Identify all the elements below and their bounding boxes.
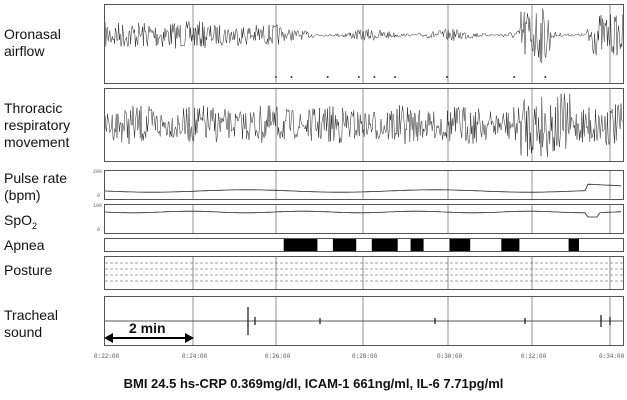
apnea-event-bar (332, 239, 357, 251)
time-tick-label: 0:24:00 (182, 353, 208, 360)
apnea-event-bar (501, 239, 520, 251)
time-tick-label: 0:34:00 (599, 353, 625, 360)
spo2-waveform (105, 210, 622, 218)
spo2-trace (105, 205, 622, 233)
airflow-event-marker (373, 76, 376, 78)
airflow-trace (105, 5, 623, 83)
caption: BMI 24.5 hs-CRP 0.369mg/dl, ICAM-1 661ng… (123, 376, 504, 391)
thoracic-panel (104, 88, 624, 162)
airflow-event-marker (513, 76, 516, 78)
airflow-event-marker (445, 76, 448, 78)
pulse-rate-label: Pulse rate (bpm) (4, 170, 67, 204)
tracheal-label: Tracheal sound (4, 307, 58, 341)
spo2-axis-bottom: 0 (97, 227, 101, 233)
tracheal-label-line1: Tracheal (4, 307, 58, 323)
tracheal-label-line2: sound (4, 324, 43, 340)
pulse-label-line2: (bpm) (4, 187, 41, 203)
pulse-axis-bottom: 0 (97, 193, 101, 199)
thoracic-label: Throracic respiratory movement (4, 100, 70, 151)
pulse-label-line1: Pulse rate (4, 170, 68, 186)
airflow-waveform (105, 8, 623, 64)
thoracic-label-line3: movement (4, 134, 70, 150)
scale-arrow-label: 2 min (129, 320, 166, 336)
apnea-event-bar (410, 239, 424, 251)
posture-trace (105, 257, 623, 289)
time-tick-label: 0:30:00 (437, 353, 463, 360)
pulse-axis-top: 200 (93, 169, 103, 175)
apnea-label: Apnea (4, 237, 45, 253)
pulse-panel (104, 170, 624, 200)
apnea-event-bar (283, 239, 318, 251)
airflow-panel (104, 4, 624, 84)
spo2-axis-top: 100 (93, 203, 103, 209)
pulse-trace (105, 171, 622, 199)
airflow-event-marker (290, 76, 293, 78)
spo2-panel (104, 204, 624, 234)
thoracic-waveform (105, 93, 623, 157)
pulse-waveform (105, 183, 622, 193)
apnea-events (283, 239, 579, 251)
airflow-label: Oronasal airflow (4, 26, 61, 60)
time-tick-label: 0:28:00 (352, 353, 378, 360)
airflow-event-marker (357, 76, 360, 78)
apnea-event-bar (568, 239, 579, 251)
airflow-event-marker (274, 76, 277, 78)
spo2-label-sub: 2 (32, 220, 38, 231)
airflow-event-marker (394, 76, 397, 78)
tracheal-panel (104, 296, 624, 346)
apnea-panel (104, 238, 624, 252)
airflow-event-marker (326, 76, 329, 78)
posture-label: Posture (4, 262, 53, 278)
thoracic-trace (105, 89, 623, 161)
time-tick-label: 0:22:00 (94, 353, 120, 360)
apnea-event-bar (449, 239, 471, 251)
time-tick-label: 0:32:00 (521, 353, 547, 360)
spo2-label-main: SpO (4, 212, 33, 228)
posture-panel (104, 256, 624, 290)
spo2-label: SpO2 (4, 212, 37, 235)
tracheal-trace (105, 297, 623, 345)
thoracic-label-line1: Throracic (4, 100, 63, 116)
time-tick-label: 0:26:00 (265, 353, 291, 360)
apnea-event-bar (371, 239, 398, 251)
airflow-label-line1: Oronasal (4, 26, 61, 42)
thoracic-label-line2: respiratory (4, 117, 71, 133)
airflow-label-line2: airflow (4, 43, 45, 59)
airflow-event-marker (544, 76, 547, 78)
